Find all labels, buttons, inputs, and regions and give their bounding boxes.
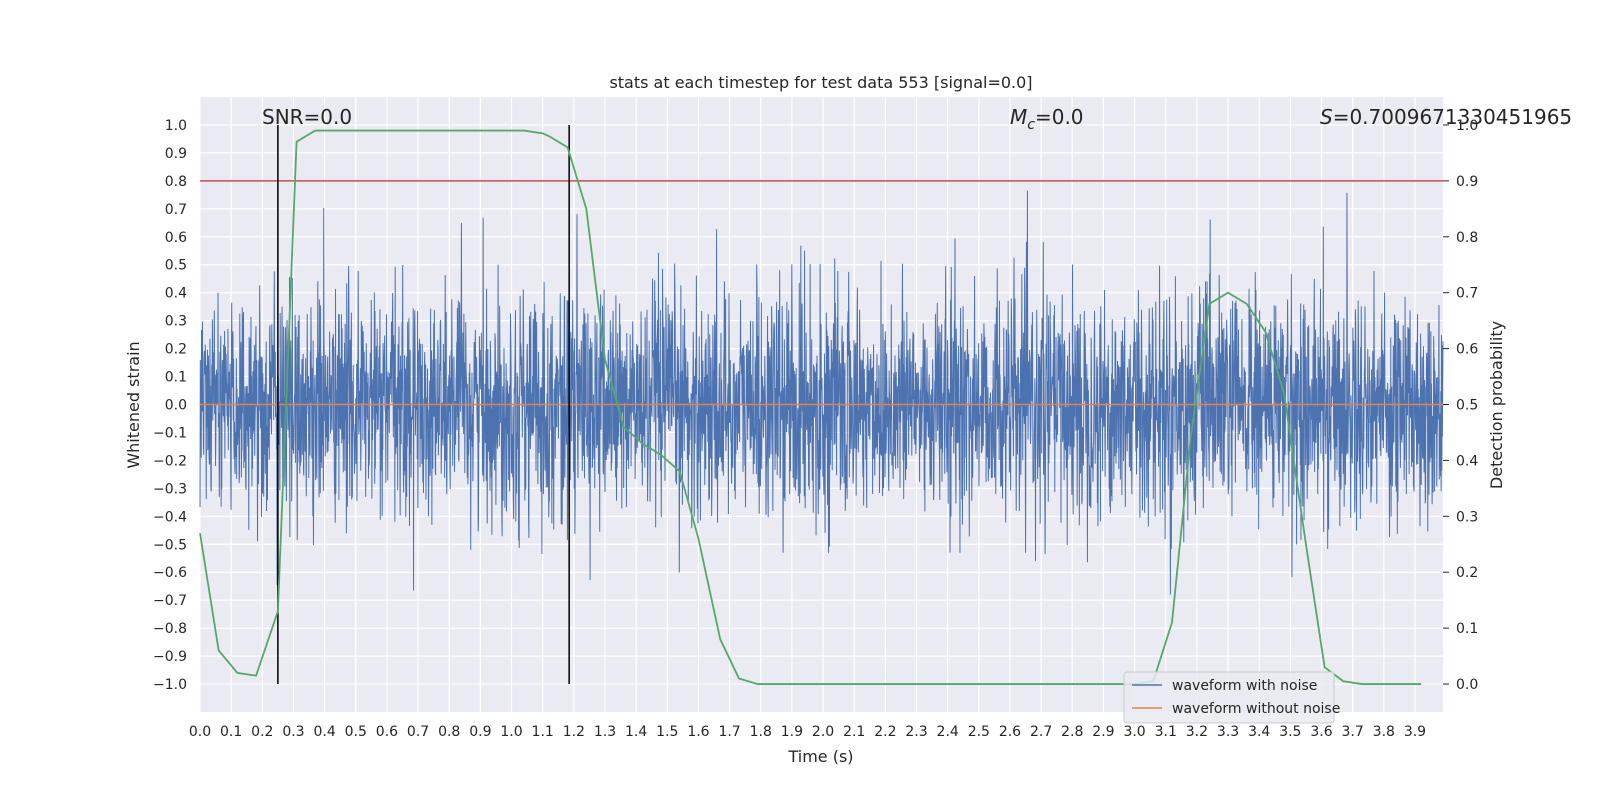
y-tick-label: 0.9 [165, 146, 187, 162]
y2-tick-label: 0.9 [1456, 174, 1478, 190]
x-tick-label: 2.3 [905, 724, 927, 740]
x-tick-label: 0.9 [469, 724, 491, 740]
x-tick-label: 3.1 [1155, 724, 1177, 740]
x-axis-label: Time (s) [787, 747, 853, 766]
x-tick-label: 2.2 [874, 724, 896, 740]
waveform-with-noise-series [199, 190, 1444, 595]
s-symbol: S [1320, 105, 1333, 129]
x-tick-label: 0.0 [189, 724, 211, 740]
x-tick-label: 3.2 [1186, 724, 1208, 740]
x-tick-label: 3.8 [1373, 724, 1395, 740]
legend-label-clean: waveform without noise [1172, 701, 1340, 717]
x-tick-label: 3.7 [1342, 724, 1364, 740]
x-tick-label: 1.4 [625, 724, 647, 740]
y-tick-label: −0.3 [153, 481, 187, 497]
y-tick-label: 0.4 [165, 286, 187, 302]
y2-tick-label: 0.8 [1456, 230, 1478, 246]
y-tick-label: −0.1 [153, 425, 187, 441]
x-tick-label: 0.7 [407, 724, 429, 740]
x-tick-label: 2.7 [1030, 724, 1052, 740]
y2-tick-label: 0.1 [1456, 621, 1478, 637]
y-tick-label: −0.7 [153, 593, 187, 609]
y2-tick-label: 1.0 [1456, 118, 1478, 134]
chart-title: stats at each timestep for test data 553… [609, 73, 1032, 92]
y-axis-label: Whitened strain [124, 341, 143, 468]
x-tick-label: 1.3 [594, 724, 616, 740]
y-tick-label: −0.6 [153, 565, 187, 581]
x-tick-label: 1.9 [781, 724, 803, 740]
axes: 0.0 0.1 0.2 0.3 0.4 0.5 0.6 0.7 0.8 0.9 1.0 1.1 1.2 1… [153, 118, 1478, 740]
s-annotation: S=0.7009671330451965 [1320, 105, 1572, 129]
x-tick-label: 2.8 [1061, 724, 1083, 740]
x-tick-label: 1.6 [687, 724, 709, 740]
x-tick-label: 3.6 [1310, 724, 1332, 740]
x-tick-label: 0.3 [282, 724, 304, 740]
y-tick-label: −0.8 [153, 621, 187, 637]
y-tick-label: −0.2 [153, 453, 187, 469]
mc-annotation: Mc=0.0 [1010, 105, 1084, 133]
y-tick-label: −0.5 [153, 537, 187, 553]
legend-box [1123, 671, 1335, 724]
y-tick-label: 1.0 [165, 118, 187, 134]
x-tick-label: 0.5 [345, 724, 367, 740]
y2-tick-label: 0.4 [1456, 453, 1478, 469]
legend-label-noise: waveform with noise [1172, 678, 1317, 694]
x-tick-label: 3.4 [1248, 724, 1270, 740]
x-tick-label: 0.4 [313, 724, 335, 740]
x-tick-label: 1.7 [718, 724, 740, 740]
mc-subscript: c [1027, 117, 1035, 133]
y-tick-label: 0.1 [165, 370, 187, 386]
y-tick-label: −1.0 [153, 677, 187, 693]
x-tick-label: 1.0 [500, 724, 522, 740]
y-tick-label: 0.5 [165, 258, 187, 274]
x-tick-label: 1.5 [656, 724, 678, 740]
x-tick-label: 3.5 [1279, 724, 1301, 740]
x-tick-label: 2.1 [843, 724, 865, 740]
y2-tick-label: 0.0 [1456, 677, 1478, 693]
detection-probability-line [199, 129, 1422, 685]
y-tick-label: 0.2 [165, 342, 187, 358]
y2-tick-label: 0.5 [1456, 398, 1478, 414]
y-tick-label: 0.3 [165, 314, 187, 330]
legend: waveform with noise waveform without noi… [1123, 671, 1340, 724]
y-tick-label: 0.7 [165, 202, 187, 218]
x-tick-label: 3.0 [1123, 724, 1145, 740]
x-tick-label: 1.8 [750, 724, 772, 740]
y-tick-label: 0.0 [165, 398, 187, 414]
y2-axis-label: Detection probability [1487, 321, 1506, 489]
y2-tick-label: 0.2 [1456, 565, 1478, 581]
x-tick-label: 2.6 [999, 724, 1021, 740]
mc-value: =0.0 [1035, 105, 1084, 129]
x-tick-label: 2.0 [812, 724, 834, 740]
x-tick-label: 0.2 [251, 724, 273, 740]
x-tick-label: 3.9 [1404, 724, 1426, 740]
x-tick-label: 0.1 [220, 724, 242, 740]
x-tick-label: 0.6 [376, 724, 398, 740]
x-tick-label: 1.1 [532, 724, 554, 740]
y2-tick-label: 0.7 [1456, 286, 1478, 302]
snr-annotation: SNR=0.0 [262, 105, 352, 129]
y-tick-label: −0.9 [153, 649, 187, 665]
overlay-series [199, 124, 1443, 685]
y-tick-label: −0.4 [153, 509, 187, 525]
x-tick-label: 2.5 [968, 724, 990, 740]
mc-symbol: M [1010, 105, 1027, 129]
y2-tick-label: 0.3 [1456, 509, 1478, 525]
x-tick-label: 2.4 [937, 724, 959, 740]
s-value: =0.7009671330451965 [1333, 105, 1572, 129]
x-tick-label: 2.9 [1092, 724, 1114, 740]
x-tick-label: 1.2 [563, 724, 585, 740]
noise-line [199, 190, 1444, 595]
x-tick-label: 0.8 [438, 724, 460, 740]
y-tick-label: 0.6 [165, 230, 187, 246]
y-tick-label: 0.8 [165, 174, 187, 190]
x-tick-label: 3.3 [1217, 724, 1239, 740]
y2-tick-label: 0.6 [1456, 342, 1478, 358]
